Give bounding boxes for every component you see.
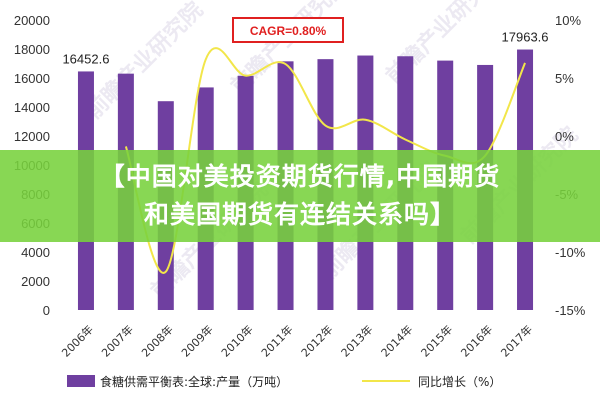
- x-axis: 2006年 2007年 2008年 2009年 2010年 2011年 2012年 2013年…: [59, 322, 536, 359]
- x-tick-label: 2009年: [178, 322, 215, 359]
- title-banner: 【中国对美投资期货行情,中国期货 和美国期货有连结关系吗】: [0, 150, 600, 242]
- x-tick-label: 2015年: [418, 322, 455, 359]
- cagr-annotation: CAGR=0.80%: [232, 17, 344, 43]
- left-axis-tick-label: 4000: [21, 245, 50, 260]
- x-tick-label: 2014年: [378, 322, 415, 359]
- x-tick-label: 2006年: [59, 322, 96, 359]
- cagr-label: CAGR=0.80%: [250, 24, 327, 38]
- left-axis-tick-label: 18000: [14, 42, 50, 57]
- x-tick-label: 2013年: [338, 322, 375, 359]
- x-tick-label: 2007年: [99, 322, 136, 359]
- left-axis-tick-label: 0: [43, 303, 50, 318]
- data-labels: 16452.6 17963.6: [62, 30, 548, 67]
- legend-bar-label: 食糖供需平衡表:全球:产量（万吨）: [100, 374, 288, 389]
- right-axis-tick-label: 5%: [555, 71, 574, 86]
- right-axis-tick-label: -10%: [555, 245, 586, 260]
- x-tick-label: 2016年: [458, 322, 495, 359]
- x-tick-label: 2011年: [258, 322, 295, 359]
- left-axis-tick-label: 20000: [14, 13, 50, 28]
- banner-line-1: 【中国对美投资期货行情,中国期货: [99, 162, 501, 191]
- bar-value-label: 17963.6: [502, 30, 549, 45]
- left-axis-tick-label: 14000: [14, 100, 50, 115]
- cagr-box: [232, 17, 344, 43]
- left-axis-tick-label: 12000: [14, 129, 50, 144]
- banner-line-2: 和美国期货有连结关系吗】: [143, 200, 456, 229]
- left-axis-tick-label: 16000: [14, 71, 50, 86]
- bar-value-label: 16452.6: [62, 51, 109, 66]
- right-axis-tick-label: 10%: [555, 13, 581, 28]
- x-tick-label: 2010年: [218, 322, 255, 359]
- right-axis-tick-label: 0%: [555, 129, 574, 144]
- x-tick-label: 2008年: [138, 322, 175, 359]
- right-axis-tick-label: -15%: [555, 303, 586, 318]
- legend-bar-swatch: [67, 375, 95, 387]
- x-tick-label: 2017年: [498, 322, 535, 359]
- legend-line-label: 同比增长（%）: [418, 375, 501, 389]
- legend: 食糖供需平衡表:全球:产量（万吨） 同比增长（%）: [67, 374, 501, 389]
- x-tick-label: 2012年: [298, 322, 335, 359]
- left-axis-tick-label: 2000: [21, 274, 50, 289]
